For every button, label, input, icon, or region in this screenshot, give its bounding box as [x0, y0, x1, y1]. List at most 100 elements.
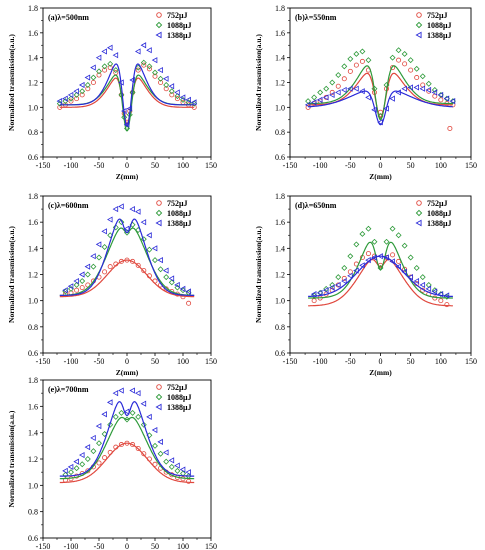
data-point-1388uJ	[431, 288, 438, 295]
data-point-1388uJ	[67, 463, 74, 470]
panel-label: (e)λ=700nm	[48, 385, 89, 394]
data-point-1388uJ	[95, 423, 102, 430]
series-1388uJ	[56, 42, 197, 128]
y-tick-label: 1.4	[28, 54, 38, 63]
data-point-1088uJ	[329, 79, 336, 86]
data-point-1088uJ	[347, 253, 354, 260]
data-point-1088uJ	[124, 125, 130, 132]
data-point-1388uJ	[401, 85, 407, 92]
data-point-1388uJ	[359, 88, 365, 95]
x-tick-label: 100	[177, 542, 189, 550]
legend-marker-1088uJ	[415, 209, 423, 217]
data-point-1388uJ	[118, 203, 124, 210]
data-point-1388uJ	[112, 390, 119, 397]
legend-label-1388uJ: 1388μJ	[167, 219, 192, 228]
data-point-1388uJ	[106, 399, 113, 406]
data-point-1388uJ	[341, 277, 347, 285]
data-point-1388uJ	[371, 254, 377, 261]
y-tick-label: 0.8	[28, 508, 38, 517]
data-point-1388uJ	[84, 74, 91, 81]
data-point-1088uJ	[365, 225, 372, 232]
data-point-1088uJ	[419, 274, 426, 281]
data-point-752uJ	[124, 440, 130, 446]
data-point-1388uJ	[310, 99, 317, 106]
data-point-1388uJ	[401, 268, 407, 275]
data-point-752uJ	[396, 57, 402, 63]
data-point-1088uJ	[168, 279, 175, 286]
data-point-1088uJ	[96, 254, 102, 261]
legend-marker-1088uJ	[155, 21, 163, 29]
data-point-1388uJ	[377, 253, 383, 260]
y-tick-label: 1.8	[28, 192, 38, 201]
x-tick-label: -50	[94, 357, 105, 366]
data-point-1088uJ	[341, 264, 348, 271]
x-tick-label: 100	[177, 357, 189, 366]
data-point-1088uJ	[371, 85, 378, 92]
data-point-1088uJ	[121, 114, 128, 121]
data-point-1388uJ	[310, 291, 317, 298]
data-point-1088uJ	[174, 93, 181, 100]
x-tick-label: -50	[345, 161, 356, 170]
x-tick-label: -150	[36, 542, 51, 550]
data-point-752uJ	[90, 80, 96, 86]
data-point-1088uJ	[79, 88, 86, 95]
y-tick-label: 1.4	[275, 244, 285, 253]
data-point-1388uJ	[449, 98, 456, 105]
data-point-1388uJ	[112, 52, 119, 59]
data-point-1088uJ	[129, 89, 136, 96]
x-tick-label: -100	[64, 357, 79, 366]
data-point-752uJ	[118, 258, 124, 264]
data-point-1388uJ	[157, 438, 163, 445]
data-point-1388uJ	[56, 98, 63, 105]
data-point-752uJ	[408, 67, 414, 73]
fit-line-1088uJ	[59, 227, 195, 296]
legend-marker-1388uJ	[155, 219, 162, 227]
data-point-1388uJ	[73, 88, 79, 95]
data-point-1388uJ	[101, 411, 107, 418]
data-point-1388uJ	[134, 208, 141, 215]
series-752uJ	[308, 251, 453, 308]
fit-line-752uJ	[59, 442, 195, 484]
legend-label-1388uJ: 1388μJ	[167, 403, 192, 412]
data-point-1088uJ	[96, 440, 102, 447]
data-point-1388uJ	[162, 75, 169, 82]
data-point-1388uJ	[347, 85, 353, 92]
y-tick-label: 1.4	[28, 429, 38, 438]
x-tick-label: 50	[151, 542, 159, 550]
data-point-1088uJ	[401, 50, 408, 57]
data-point-752uJ	[107, 65, 113, 71]
data-point-1388uJ	[67, 91, 74, 98]
data-point-1388uJ	[304, 101, 311, 108]
data-point-1388uJ	[359, 262, 365, 269]
data-point-752uJ	[102, 455, 108, 461]
x-tick-label: -100	[64, 542, 79, 550]
data-point-1088uJ	[395, 47, 402, 54]
data-point-752uJ	[335, 83, 341, 89]
data-point-1388uJ	[174, 89, 180, 96]
data-point-1088uJ	[168, 88, 175, 95]
x-axis-title: Z(mm)	[116, 368, 139, 377]
y-axis-title: Normalized transmission(a.u.)	[7, 34, 16, 131]
x-tick-label: -100	[64, 161, 79, 170]
data-point-752uJ	[85, 86, 91, 92]
chart-panel-5: -150 -100 -50 0 50 100 150 0.6 0.8 1.0 1.2 1.4 1.6 1.…	[7, 376, 217, 550]
data-point-1388uJ	[120, 107, 127, 115]
y-tick-label: 1.8	[28, 376, 38, 385]
data-point-1388uJ	[62, 287, 68, 294]
legend-marker-1088uJ	[415, 21, 423, 29]
data-point-1388uJ	[335, 281, 341, 289]
data-point-752uJ	[365, 251, 371, 257]
data-point-752uJ	[130, 258, 136, 264]
data-point-1388uJ	[335, 89, 341, 96]
data-point-752uJ	[118, 442, 124, 448]
legend-label-1388uJ: 1388μJ	[427, 219, 452, 228]
data-point-752uJ	[62, 291, 68, 297]
data-point-1388uJ	[78, 451, 85, 459]
data-point-752uJ	[359, 58, 365, 64]
data-point-1088uJ	[112, 413, 119, 420]
data-point-1388uJ	[329, 284, 335, 291]
data-point-1088uJ	[163, 458, 170, 465]
data-point-1088uJ	[112, 224, 119, 231]
legend-label-1088uJ: 1088μJ	[167, 21, 192, 30]
legend-marker-752uJ	[416, 200, 422, 206]
